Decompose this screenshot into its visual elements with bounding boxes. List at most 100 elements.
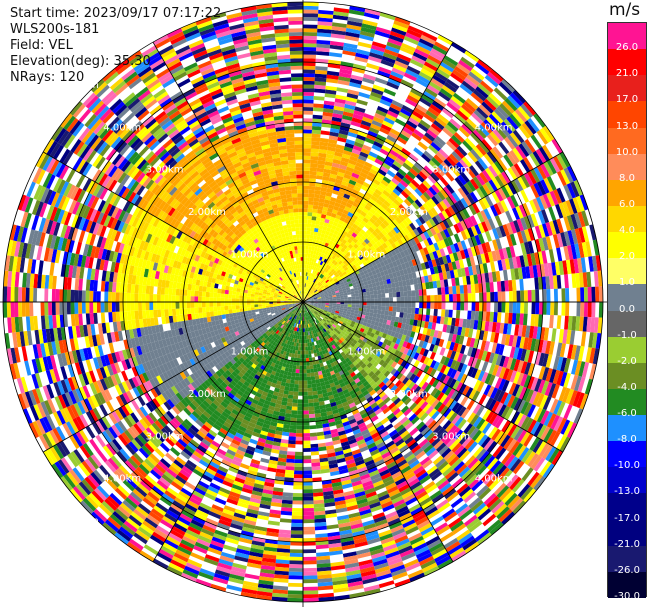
velocity-gate (434, 41, 450, 52)
velocity-gate (369, 251, 376, 258)
velocity-gate (437, 191, 446, 201)
velocity-gate (285, 466, 295, 471)
velocity-gate (463, 77, 478, 90)
velocity-gate (317, 298, 322, 300)
velocity-gate (408, 91, 422, 101)
velocity-gate (484, 241, 492, 253)
velocity-gate (449, 253, 456, 263)
velocity-gate (370, 195, 378, 202)
velocity-gate (310, 265, 313, 270)
velocity-gate (378, 231, 385, 239)
velocity-gate (378, 580, 395, 589)
velocity-gate (374, 188, 383, 196)
velocity-gate (303, 84, 315, 89)
velocity-gate (303, 549, 317, 554)
velocity-gate (486, 116, 499, 129)
velocity-gate (496, 105, 510, 119)
velocity-gate (515, 256, 522, 268)
velocity-gate (396, 224, 404, 232)
velocity-gate (359, 298, 363, 302)
velocity-gate (303, 380, 308, 385)
velocity-gate (372, 249, 379, 255)
velocity-gate (482, 263, 489, 274)
velocity-gate (360, 235, 367, 241)
velocity-gate (376, 185, 385, 193)
velocity-gate (387, 238, 395, 245)
velocity-gate (313, 278, 317, 283)
velocity-gate (429, 227, 437, 236)
velocity-gate (310, 298, 314, 301)
velocity-gate (503, 154, 514, 168)
velocity-gate (470, 215, 478, 226)
velocity-gate (311, 246, 315, 251)
velocity-gate (353, 254, 359, 260)
velocity-gate (316, 32, 332, 38)
velocity-gate (342, 264, 347, 269)
velocity-gate (316, 255, 321, 260)
velocity-gate (373, 264, 379, 270)
velocity-gate (305, 291, 308, 296)
velocity-gate (323, 290, 327, 293)
velocity-gate (303, 129, 312, 134)
velocity-gate (349, 81, 362, 89)
velocity-gate (430, 172, 440, 182)
velocity-gate (303, 361, 307, 366)
velocity-gate (458, 106, 472, 119)
velocity-gate (471, 293, 476, 302)
velocity-gate (386, 41, 402, 50)
velocity-gate (520, 302, 525, 314)
velocity-gate (378, 182, 387, 190)
velocity-gate (379, 127, 390, 135)
velocity-gate (298, 343, 301, 347)
velocity-gate (313, 96, 325, 101)
velocity-gate (321, 183, 328, 189)
velocity-gate (291, 368, 296, 373)
velocity-gate (313, 258, 317, 263)
velocity-gate (458, 210, 467, 221)
velocity-gate (303, 556, 317, 561)
velocity-gate (409, 230, 417, 239)
velocity-gate (310, 261, 314, 266)
velocity-gate (354, 182, 363, 189)
velocity-gate (326, 524, 339, 530)
velocity-gate (306, 299, 311, 301)
velocity-gate (325, 268, 329, 273)
velocity-gate (396, 296, 401, 302)
velocity-gate (355, 226, 362, 233)
velocity-gate (535, 302, 540, 315)
velocity-gate (314, 81, 327, 86)
velocity-gate (321, 249, 326, 254)
velocity-gate (369, 233, 376, 240)
velocity-gate (287, 590, 303, 595)
velocity-gate (327, 207, 334, 213)
velocity-gate (312, 205, 319, 210)
velocity-gate (436, 249, 443, 258)
velocity-gate (325, 296, 329, 299)
velocity-gate (332, 109, 344, 115)
velocity-gate (380, 284, 385, 290)
velocity-gate (361, 285, 366, 290)
velocity-gate (305, 296, 309, 300)
velocity-gate (328, 295, 333, 298)
velocity-gate (326, 78, 339, 84)
velocity-gate (527, 117, 540, 133)
velocity-gate (326, 227, 332, 232)
velocity-gate (351, 296, 356, 300)
velocity-gate (303, 249, 306, 254)
velocity-gate (325, 285, 329, 289)
velocity-gate (309, 281, 313, 285)
velocity-gate (335, 292, 340, 295)
velocity-gate (536, 181, 547, 196)
velocity-gate (312, 118, 323, 123)
velocity-gate (288, 387, 294, 392)
velocity-gate (369, 168, 378, 176)
velocity-gate (476, 211, 485, 223)
velocity-gate (433, 242, 440, 251)
velocity-gate (303, 260, 306, 265)
velocity-gate (338, 129, 349, 136)
velocity-gate (445, 171, 455, 182)
velocity-gate (303, 95, 314, 100)
velocity-gate (359, 171, 368, 179)
velocity-gate (319, 273, 323, 278)
velocity-gate (356, 48, 370, 56)
